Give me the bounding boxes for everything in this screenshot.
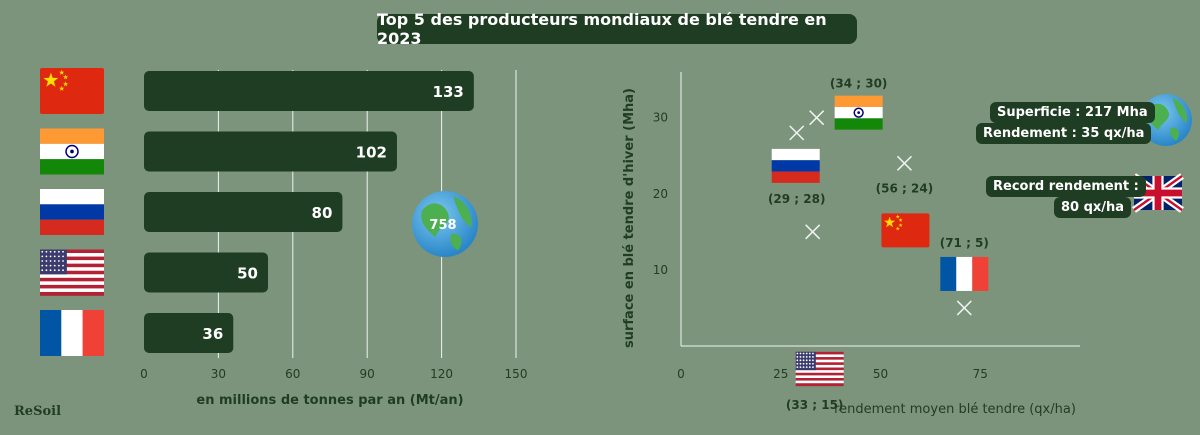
uk-note-value: 80 qx/ha [1054, 197, 1132, 218]
scatter-point-label: (56 ; 24) [876, 181, 934, 195]
chart-title: Top 5 des producteurs mondiaux de blé te… [377, 10, 857, 48]
bar-x-tick-label: 120 [430, 367, 453, 381]
scatter-y-axis-label: surface en blé tendre d'hiver (Mha) [622, 88, 637, 348]
scatter-point-label: (71 ; 5) [940, 236, 989, 250]
china-flag [881, 213, 930, 248]
scatter-y-tick-label: 20 [653, 187, 668, 201]
bar-x-tick-label: 90 [360, 367, 375, 381]
france-flag [940, 256, 989, 291]
usa-flag [795, 351, 844, 387]
scatter-x-tick-label: 75 [973, 367, 988, 381]
resoil-logo: ReSoil [14, 404, 62, 419]
bar [144, 192, 343, 232]
world-note-superficie: Superficie : 217 Mha [990, 102, 1155, 123]
scatter-point [809, 110, 825, 126]
scatter-point-label: (29 ; 28) [768, 192, 826, 206]
scatter-x-tick-label: 50 [873, 367, 888, 381]
usa-flag [40, 249, 104, 296]
bar [144, 71, 474, 111]
scatter-x-tick-label: 25 [773, 367, 788, 381]
scatter-y-tick-label: 10 [653, 263, 668, 277]
scatter-x-tick-label: 0 [677, 367, 685, 381]
bar-value-label: 36 [202, 325, 223, 343]
bar [144, 252, 268, 293]
bar [144, 131, 397, 172]
scatter-point-label: (33 ; 15) [786, 398, 844, 412]
scatter-point [805, 224, 821, 240]
bar-value-label: 102 [356, 144, 387, 162]
scatter-point-label: (34 ; 30) [830, 77, 888, 91]
bar-x-axis-label: en millions de tonnes par an (Mt/an) [196, 393, 463, 408]
bar-value-label: 133 [433, 83, 464, 101]
bar-x-tick-label: 60 [285, 367, 300, 381]
bar-value-label: 80 [312, 204, 333, 222]
scatter-point [956, 300, 972, 316]
russia-flag [771, 148, 820, 183]
china-flag [40, 68, 104, 114]
bar-x-tick-label: 0 [140, 367, 148, 381]
france-flag [40, 310, 104, 356]
world-total-label: 758 [429, 218, 456, 233]
scatter-y-tick-label: 30 [653, 111, 668, 125]
india-flag [40, 128, 104, 175]
bar-x-tick-label: 150 [505, 367, 528, 381]
uk-note-record: Record rendement : [986, 176, 1146, 197]
bar [144, 313, 234, 353]
bar-x-tick-label: 30 [211, 367, 226, 381]
bar-value-label: 50 [237, 265, 258, 283]
russia-flag [40, 189, 104, 235]
scatter-point [789, 125, 805, 141]
scatter-x-axis-label: rendement moyen blé tendre (qx/ha) [834, 402, 1076, 417]
world-note-rendement: Rendement : 35 qx/ha [976, 123, 1152, 144]
india-flag [834, 95, 883, 130]
scatter-point [896, 155, 912, 171]
